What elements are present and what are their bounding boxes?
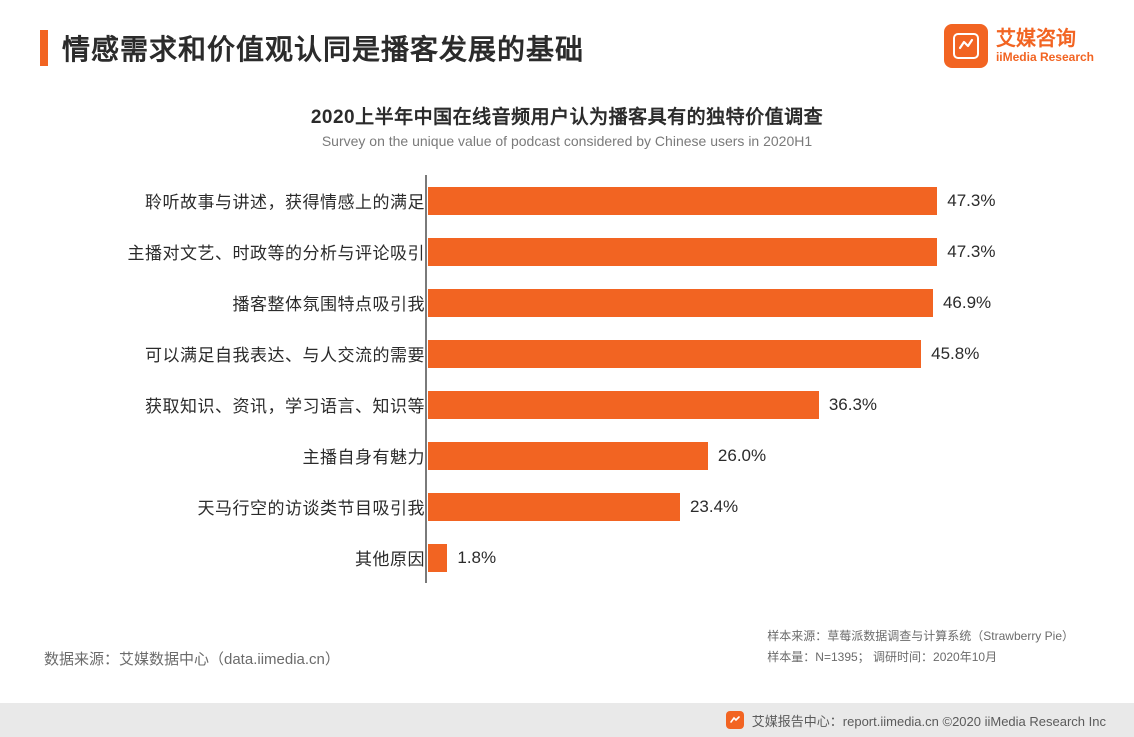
bar-row: 主播自身有魅力 26.0%: [60, 430, 1074, 481]
bar: [428, 289, 933, 317]
bar-value: 47.3%: [947, 191, 995, 211]
bar: [428, 493, 680, 521]
bar-row: 其他原因 1.8%: [60, 532, 1074, 583]
bar-track: 46.9%: [425, 277, 1074, 328]
bar-row: 聆听故事与讲述，获得情感上的满足 47.3%: [60, 175, 1074, 226]
bar: [428, 442, 708, 470]
bar-value: 36.3%: [829, 395, 877, 415]
bar-label: 聆听故事与讲述，获得情感上的满足: [60, 188, 425, 213]
bar-track: 1.8%: [425, 532, 1074, 583]
bar-track: 45.8%: [425, 328, 1074, 379]
bar-row: 获取知识、资讯，学习语言、知识等 36.3%: [60, 379, 1074, 430]
sample-size-label: 样本量：: [767, 650, 815, 664]
bars-wrap: 聆听故事与讲述，获得情感上的满足 47.3% 主播对文艺、时政等的分析与评论吸引 47…: [60, 175, 1074, 583]
bar-value: 47.3%: [947, 242, 995, 262]
bar-label: 获取知识、资讯，学习语言、知识等: [60, 392, 425, 417]
page-title: 情感需求和价值观认同是播客发展的基础: [62, 28, 584, 68]
survey-time-label: 调研时间：: [873, 650, 933, 664]
bar-value: 45.8%: [931, 344, 979, 364]
bar-label: 天马行空的访谈类节目吸引我: [60, 494, 425, 519]
logo-mark-icon: [952, 32, 980, 60]
bar-track: 47.3%: [425, 226, 1074, 277]
bar-value: 1.8%: [457, 548, 496, 568]
title-accent-bar: [40, 30, 48, 66]
bar-track: 47.3%: [425, 175, 1074, 226]
bar-value: 46.9%: [943, 293, 991, 313]
bar-row: 可以满足自我表达、与人交流的需要 45.8%: [60, 328, 1074, 379]
bar-row: 天马行空的访谈类节目吸引我 23.4%: [60, 481, 1074, 532]
survey-time-value: 2020年10月: [933, 650, 997, 664]
bar-value: 26.0%: [718, 446, 766, 466]
brand-logo-icon: [944, 24, 988, 68]
bar-row: 播客整体氛围特点吸引我 46.9%: [60, 277, 1074, 328]
footer-text: 艾媒报告中心：report.iimedia.cn ©2020 iiMedia R…: [752, 711, 1106, 730]
bar-label: 其他原因: [60, 545, 425, 570]
sample-source-value: 草莓派数据调查与计算系统（Strawberry Pie）: [827, 629, 1074, 643]
sample-meta: 样本来源：草莓派数据调查与计算系统（Strawberry Pie） 样本量：N=…: [767, 623, 1074, 665]
brand-logo-text: 艾媒咨询 iiMedia Research: [996, 28, 1094, 65]
brand-name-en: iiMedia Research: [996, 51, 1094, 65]
bar: [428, 544, 447, 572]
bar: [428, 391, 819, 419]
brand-logo: 艾媒咨询 iiMedia Research: [944, 24, 1094, 68]
bar: [428, 238, 937, 266]
sample-source-label: 样本来源：: [767, 629, 827, 643]
bar: [428, 340, 921, 368]
chart-container: 2020上半年中国在线音频用户认为播客具有的独特价值调查 Survey on t…: [0, 68, 1134, 583]
bar-track: 26.0%: [425, 430, 1074, 481]
bar-track: 23.4%: [425, 481, 1074, 532]
bar-row: 主播对文艺、时政等的分析与评论吸引 47.3%: [60, 226, 1074, 277]
bar-label: 主播对文艺、时政等的分析与评论吸引: [60, 239, 425, 264]
footer-logo-icon: [726, 711, 744, 729]
sample-size-value: N=1395；: [815, 650, 869, 664]
brand-name-cn: 艾媒咨询: [996, 28, 1094, 51]
data-source: 数据来源：艾媒数据中心（data.iimedia.cn）: [44, 648, 340, 669]
bar: [428, 187, 937, 215]
sample-source: 样本来源：草莓派数据调查与计算系统（Strawberry Pie）: [767, 627, 1074, 644]
chart-title-en: Survey on the unique value of podcast co…: [60, 133, 1074, 149]
bar-label: 主播自身有魅力: [60, 443, 425, 468]
chart-title-cn: 2020上半年中国在线音频用户认为播客具有的独特价值调查: [60, 102, 1074, 129]
bar-track: 36.3%: [425, 379, 1074, 430]
sample-size-and-time: 样本量：N=1395； 调研时间：2020年10月: [767, 648, 1074, 665]
bar-label: 播客整体氛围特点吸引我: [60, 290, 425, 315]
footer: 艾媒报告中心：report.iimedia.cn ©2020 iiMedia R…: [0, 703, 1134, 737]
bar-value: 23.4%: [690, 497, 738, 517]
bar-label: 可以满足自我表达、与人交流的需要: [60, 341, 425, 366]
